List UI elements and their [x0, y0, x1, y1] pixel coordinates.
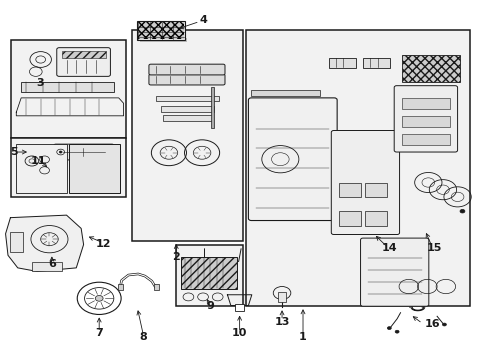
Text: 14: 14	[381, 243, 397, 253]
FancyBboxPatch shape	[54, 144, 114, 160]
Bar	[154, 284, 158, 290]
Bar	[163, 116, 211, 121]
Bar	[365, 211, 386, 226]
Bar	[328, 58, 355, 68]
Bar	[69, 144, 120, 193]
Text: 13: 13	[274, 317, 289, 327]
Text: 16: 16	[424, 319, 440, 329]
Bar	[21, 82, 114, 93]
Text: 2: 2	[172, 252, 180, 262]
Bar	[251, 90, 319, 96]
Text: 5: 5	[10, 147, 18, 157]
Bar	[132, 30, 242, 241]
FancyBboxPatch shape	[248, 98, 336, 221]
Circle shape	[442, 323, 446, 326]
Bar	[61, 50, 105, 58]
Bar	[11, 138, 126, 197]
Bar	[160, 107, 214, 112]
Bar	[278, 292, 285, 302]
Bar	[401, 55, 459, 82]
Bar	[401, 134, 449, 145]
Circle shape	[386, 327, 390, 329]
Text: 4: 4	[199, 15, 207, 26]
Polygon shape	[5, 215, 83, 271]
Bar	[138, 22, 183, 40]
Text: 8: 8	[140, 332, 147, 342]
Text: 10: 10	[231, 328, 247, 338]
FancyBboxPatch shape	[393, 86, 457, 152]
Text: 9: 9	[206, 301, 214, 311]
Bar	[181, 257, 237, 289]
Bar	[234, 305, 244, 311]
Bar	[338, 183, 360, 197]
Text: 15: 15	[426, 243, 442, 253]
FancyBboxPatch shape	[57, 48, 110, 76]
Text: 6: 6	[48, 259, 56, 269]
Circle shape	[59, 151, 62, 153]
Polygon shape	[227, 295, 251, 306]
Bar	[137, 22, 184, 40]
Bar	[32, 262, 61, 271]
Circle shape	[394, 330, 398, 333]
FancyBboxPatch shape	[149, 64, 224, 75]
Circle shape	[95, 296, 103, 301]
Bar	[338, 211, 360, 226]
Text: 12: 12	[95, 239, 111, 249]
Bar	[140, 39, 187, 42]
Bar	[11, 40, 126, 138]
Bar	[365, 183, 386, 197]
Bar	[362, 58, 389, 68]
Text: 3: 3	[36, 78, 43, 88]
Bar	[118, 284, 123, 290]
Bar	[10, 232, 22, 252]
Bar	[156, 96, 219, 102]
Bar	[401, 98, 449, 109]
FancyBboxPatch shape	[149, 74, 224, 85]
Text: 7: 7	[95, 328, 103, 338]
Bar	[16, 144, 67, 193]
Bar	[246, 30, 469, 306]
Bar	[176, 245, 242, 306]
Text: 11: 11	[31, 156, 46, 166]
Bar	[210, 87, 214, 129]
Bar	[401, 116, 449, 127]
Text: 1: 1	[299, 332, 306, 342]
FancyBboxPatch shape	[330, 131, 399, 234]
FancyBboxPatch shape	[360, 238, 428, 306]
Circle shape	[459, 210, 464, 213]
